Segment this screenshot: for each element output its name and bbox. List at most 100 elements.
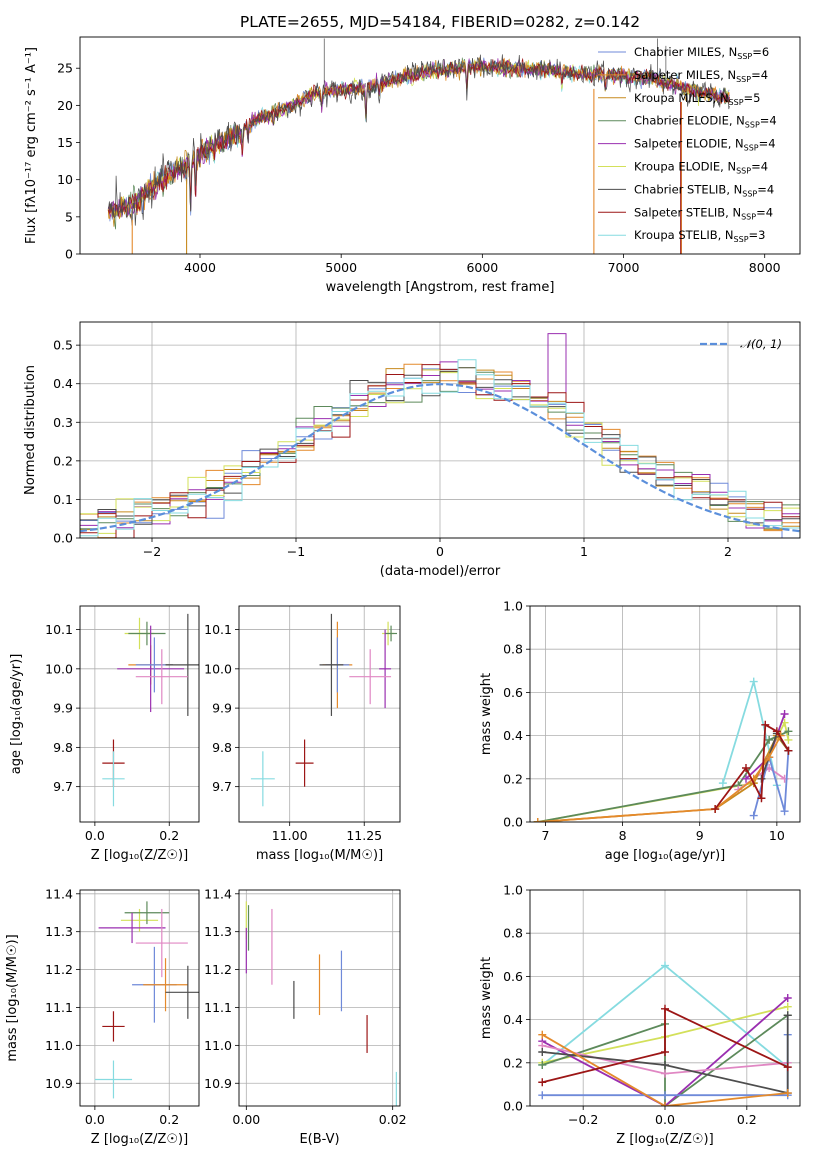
mw-vs-age-ytick-label: 0.8 xyxy=(503,642,523,657)
mw-vs-z-marker xyxy=(783,1002,792,1011)
residuals-ytick-label: 0.2 xyxy=(53,453,73,468)
mw-vs-age-marker xyxy=(711,805,720,814)
mw-vs-z-marker xyxy=(783,1089,792,1098)
normal-reference-curve xyxy=(80,382,800,533)
axes-frame xyxy=(79,605,200,823)
residual-histogram xyxy=(80,359,800,538)
mw-vs-age-xtick-label: 8 xyxy=(619,828,627,843)
mw-vs-age-marker xyxy=(749,677,758,686)
mw-vs-age-marker xyxy=(784,746,793,755)
spectrum-ytick-label: 5 xyxy=(65,209,73,224)
mw-vs-z-xtick-label: 0.2 xyxy=(737,1112,757,1127)
age-vs-mass-ytick-label: 10.0 xyxy=(204,661,232,676)
age-vs-mass-panel: 11.00 11.25 9.7 9.8 9.9 10.0 10.1 mass [log₁₀(M… xyxy=(204,605,401,863)
mw-vs-age-marker xyxy=(765,753,774,762)
mass-vs-ebv-ytick-label: 11.1 xyxy=(204,1000,232,1015)
axes-frame xyxy=(529,605,801,823)
spectrum-legend-entry: Kroupa MILES, NSSP=5 xyxy=(634,91,760,107)
residuals-ylabel: Normed distribution xyxy=(23,365,38,495)
mw-vs-z-marker xyxy=(538,1048,547,1056)
mass-vs-z-ytick-label: 10.9 xyxy=(45,1076,73,1091)
mw-vs-age-marker xyxy=(784,735,793,744)
mw-vs-z-marker xyxy=(661,1069,669,1078)
mw-vs-age-marker xyxy=(780,710,789,718)
mw-vs-z-series-line xyxy=(542,1007,789,1084)
mass-vs-z-xlabel: Z [log₁₀(Z/Z☉)] xyxy=(91,1132,188,1147)
age-vs-mass-xlabel: mass [log₁₀(M/M☉)] xyxy=(256,848,383,863)
mw-vs-age-ytick-label: 0.4 xyxy=(503,728,523,743)
mass-vs-z-xtick-label: 0.2 xyxy=(159,1112,179,1127)
mw-vs-z-marker xyxy=(661,1048,669,1056)
mw-vs-z-ytick-label: 0.2 xyxy=(503,1055,523,1070)
age-vs-metallicity-panel: 0.0 0.2 9.7 9.8 9.9 10.0 10.1 Z [log₁₀(Z/Z☉)] ag… xyxy=(9,605,200,863)
mw-vs-age-marker xyxy=(533,818,542,822)
mw-vs-age-ytick-label: 1.0 xyxy=(503,599,523,614)
spectrum-legend-entry: Salpeter MILES, NSSP=4 xyxy=(634,68,768,84)
age-vs-mass-ytick-label: 9.7 xyxy=(212,779,232,794)
residuals-ytick-label: 0.4 xyxy=(53,376,73,391)
mw-vs-z-marker xyxy=(661,1091,669,1100)
mw-vs-age-ytick-label: 0.2 xyxy=(503,771,523,786)
mass-weight-vs-metallicity-panel: −0.2 0.0 0.2 0.0 0.2 0.4 0.6 0.8 1.0 Z [log₁₀(Z/Z… xyxy=(479,883,801,1147)
mw-vs-z-ytick-label: 0.0 xyxy=(503,1099,523,1114)
mw-vs-age-marker xyxy=(780,807,789,816)
age-vs-mass-xtick-label: 11.00 xyxy=(272,828,308,843)
mw-vs-age-marker xyxy=(772,727,781,736)
age-vs-mass-ytick-label: 10.1 xyxy=(204,622,232,637)
mw-vs-z-marker xyxy=(783,1063,792,1072)
mw-vs-z-ytick-label: 0.8 xyxy=(503,926,523,941)
mw-vs-age-ytick-label: 0.6 xyxy=(503,685,523,700)
residuals-xtick-label: −2 xyxy=(143,544,161,559)
axes-frame xyxy=(529,889,801,1107)
spectrum-ytick-label: 0 xyxy=(65,247,73,262)
mw-vs-z-xtick-label: −0.2 xyxy=(568,1112,598,1127)
spectrum-legend-entry: Chabrier MILES, NSSP=6 xyxy=(634,45,769,61)
residuals-xtick-label: 2 xyxy=(724,544,732,559)
axes-frame xyxy=(238,889,401,1107)
age-vs-z-ylabel: age [log₁₀(age/yr)] xyxy=(9,654,24,775)
residuals-panel: −2 −1 0 1 2 0.0 0.1 0.2 0.3 0.4 0.5 𝒩(0, 1) (data-mo… xyxy=(23,321,801,579)
spectrum-legend-entry: Kroupa STELIB, NSSP=3 xyxy=(634,228,765,244)
mw-vs-z-series-line xyxy=(541,1033,788,1106)
mass-vs-ebv-ytick-label: 11.3 xyxy=(204,924,232,939)
age-vs-z-ytick-label: 10.0 xyxy=(45,661,73,676)
residual-histogram xyxy=(80,364,800,538)
mw-vs-z-ytick-label: 0.4 xyxy=(503,1012,523,1027)
spectrum-ytick-label: 20 xyxy=(57,98,73,113)
age-vs-z-ytick-label: 9.7 xyxy=(53,779,73,794)
age-vs-mass-ytick-label: 9.8 xyxy=(212,740,232,755)
mass-vs-ebv-panel: 0.00 0.02 10.9 11.0 11.1 11.2 11.3 11.4 E(B-V) xyxy=(204,886,406,1147)
spectrum-ytick-label: 25 xyxy=(57,61,73,76)
mass-vs-ebv-ytick-label: 10.9 xyxy=(204,1076,232,1091)
mw-vs-z-xtick-label: 0.0 xyxy=(655,1112,675,1127)
mw-vs-age-ytick-label: 0.0 xyxy=(503,815,523,830)
spectrum-ylabel: Flux [fλ10⁻¹⁷ erg cm⁻² s⁻¹ A⁻¹] xyxy=(24,47,39,244)
spectrum-legend-entry: Chabrier ELODIE, NSSP=4 xyxy=(634,114,777,130)
mw-vs-age-marker xyxy=(761,720,770,729)
age-vs-z-ytick-label: 9.8 xyxy=(53,740,73,755)
spectrum-ytick-label: 15 xyxy=(57,135,73,150)
spectrum-xtick-label: 8000 xyxy=(749,260,781,275)
mw-vs-z-xlabel: Z [log₁₀(Z/Z☉)] xyxy=(616,1132,713,1147)
mw-vs-age-marker xyxy=(718,779,727,788)
spectrum-xtick-label: 7000 xyxy=(608,260,640,275)
mw-vs-z-marker xyxy=(661,1102,669,1106)
spectrum-ytick-label: 10 xyxy=(57,172,73,187)
mass-weight-vs-age-panel: 7 8 9 10 0.0 0.2 0.4 0.6 0.8 1.0 age [log₁₀(age/yr… xyxy=(479,599,801,863)
mw-vs-z-marker xyxy=(661,1004,669,1013)
mw-vs-z-series-line xyxy=(541,997,789,1106)
residuals-ytick-label: 0.5 xyxy=(53,338,73,353)
spectrum-xtick-label: 6000 xyxy=(466,260,498,275)
residuals-xtick-label: 0 xyxy=(436,544,444,559)
residuals-ytick-label: 0.1 xyxy=(53,492,73,507)
mw-vs-z-marker xyxy=(538,1060,547,1069)
spectrum-xlabel: wavelength [Angstrom, rest frame] xyxy=(326,280,555,295)
residuals-ytick-label: 0.0 xyxy=(53,531,73,546)
mw-vs-age-ylabel: mass weight xyxy=(479,673,494,755)
mass-vs-z-ytick-label: 11.0 xyxy=(45,1038,73,1053)
mw-vs-age-xtick-label: 10 xyxy=(769,828,785,843)
age-vs-z-xtick-label: 0.2 xyxy=(159,828,179,843)
mw-vs-z-marker xyxy=(538,1091,547,1100)
residuals-ytick-label: 0.3 xyxy=(53,415,73,430)
